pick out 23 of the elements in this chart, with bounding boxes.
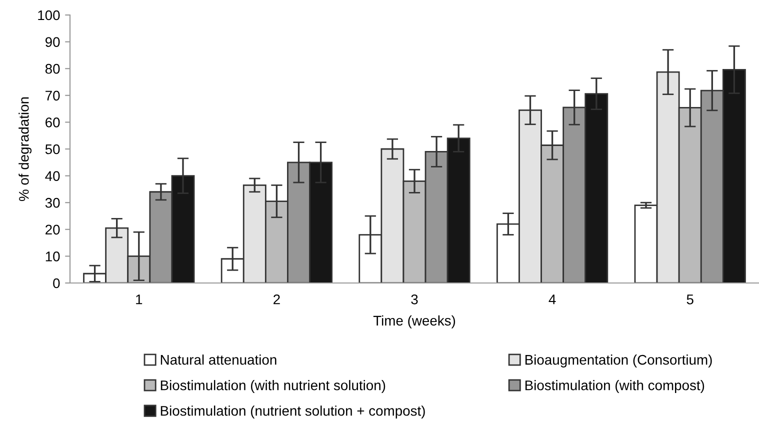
y-tick-label: 20 xyxy=(46,224,60,235)
y-tick-label: 40 xyxy=(45,171,60,181)
y-axis-title: % of degradation xyxy=(18,97,32,202)
legend-label: Natural attenuation xyxy=(160,354,276,365)
legend-label: Biostimulation (nutrient solution + compost) xyxy=(160,406,425,419)
y-tick-label: 10 xyxy=(46,252,60,262)
legend-label: Biostimulation (with compost) xyxy=(525,380,704,393)
y-tick-label: 0 xyxy=(53,278,60,288)
y-tick-label: 50 xyxy=(45,144,60,154)
y-tick-label: 100 xyxy=(38,10,60,20)
x-tick-label: 5 xyxy=(686,294,694,304)
y-tick-label: 90 xyxy=(45,37,60,47)
x-axis-title: Time (weeks) xyxy=(373,315,456,328)
y-tick-label: 70 xyxy=(46,90,60,101)
y-tick-label: 60 xyxy=(46,118,60,128)
x-tick-label: 3 xyxy=(411,294,418,304)
y-tick-label: 80 xyxy=(45,64,60,74)
legend-label: Biostimulation (with nutrient solution) xyxy=(160,380,386,393)
x-tick-label: 2 xyxy=(274,294,280,304)
x-tick-label: 4 xyxy=(548,294,556,304)
legend-label: Bioaugmentation (Consortium) xyxy=(525,354,712,368)
y-tick-label: 30 xyxy=(45,198,60,208)
x-tick-label: 1 xyxy=(136,294,142,304)
